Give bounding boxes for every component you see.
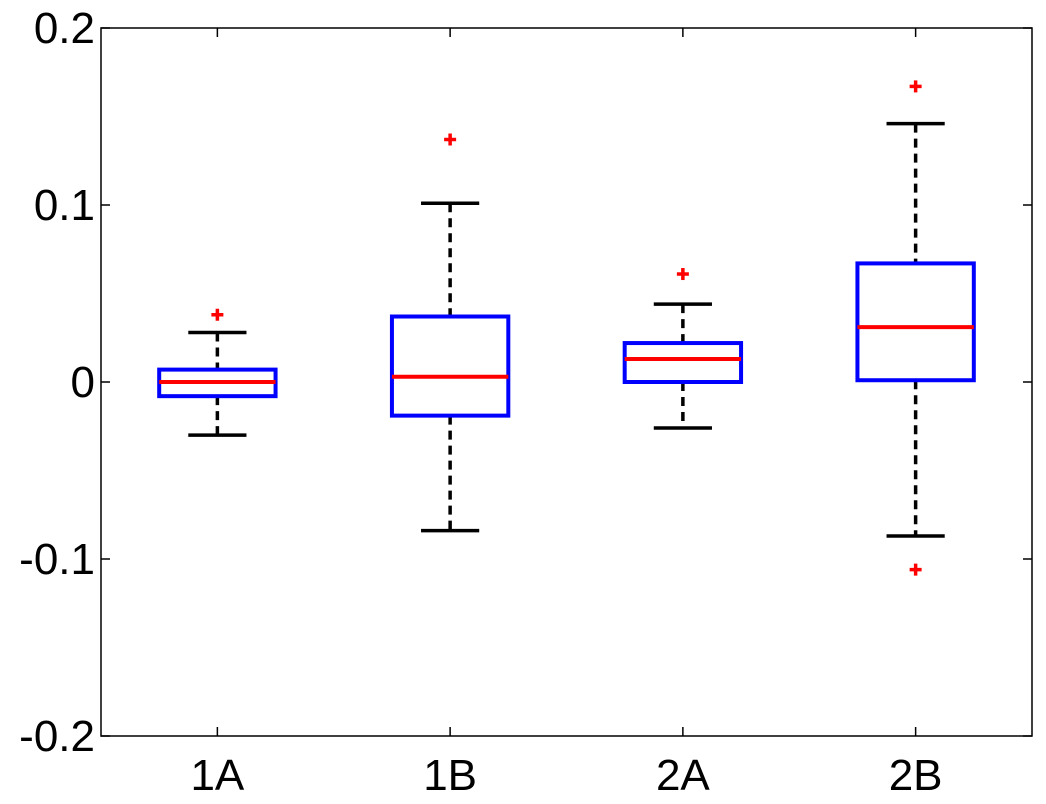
outlier-point (676, 268, 689, 281)
box-group-1b (389, 133, 511, 533)
x-tick-label: 1A (190, 751, 244, 800)
box-group-1a (157, 308, 278, 437)
y-tick-label: 0.2 (34, 4, 95, 53)
box-group-2b (855, 80, 976, 576)
outlier-point (909, 80, 922, 93)
outlier-point (909, 563, 922, 576)
box-iqr (389, 314, 511, 418)
box-iqr (855, 261, 976, 383)
box-iqr (622, 341, 744, 384)
box-group-2a (622, 268, 744, 430)
x-axis-ticks: 1A 1B 2A 2B (190, 28, 943, 800)
box-series (157, 80, 976, 576)
x-tick-label: 2B (889, 751, 943, 800)
x-tick-label: 2A (656, 751, 710, 800)
y-tick-label: -0.1 (19, 535, 95, 584)
x-tick-label: 1B (423, 751, 477, 800)
y-tick-label: -0.2 (19, 712, 95, 761)
outlier-point (211, 308, 224, 321)
y-tick-label: 0 (71, 358, 95, 407)
y-axis-ticks: -0.2 -0.1 0 0.1 0.2 (19, 4, 1032, 761)
outlier-point (444, 133, 457, 146)
y-tick-label: 0.1 (34, 181, 95, 230)
